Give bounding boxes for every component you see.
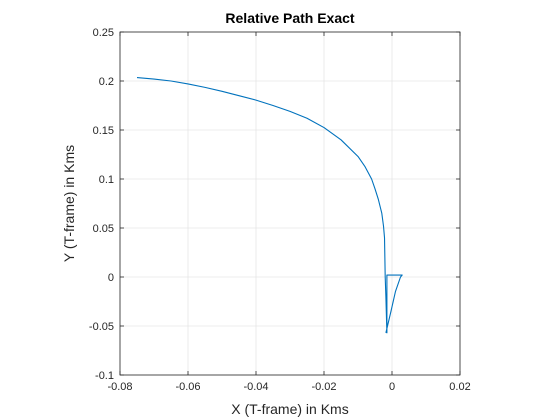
x-axis-title: X (T-frame) in Kms [231, 401, 348, 417]
y-tick-label: 0 [108, 272, 114, 284]
x-tick-label: -0.08 [107, 381, 132, 393]
chart-title: Relative Path Exact [225, 10, 355, 26]
y-tick-label: 0.25 [93, 27, 114, 39]
y-tick-label: -0.1 [95, 370, 114, 382]
y-tick-label: 0.15 [93, 125, 114, 137]
x-tick-label: 0.02 [449, 381, 470, 393]
x-tick-label: 0 [389, 381, 395, 393]
y-tick-label: 0.1 [99, 174, 114, 186]
y-tick-label: -0.05 [89, 321, 114, 333]
x-tick-labels: -0.08 -0.06 -0.04 -0.02 0 0.02 [107, 381, 470, 393]
y-tick-label: 0.05 [93, 223, 114, 235]
x-tick-label: -0.04 [243, 381, 268, 393]
x-tick-label: -0.02 [311, 381, 336, 393]
y-tick-labels: -0.1 -0.05 0 0.05 0.1 0.15 0.2 0.25 [89, 27, 114, 382]
ticks [119, 31, 461, 376]
y-tick-label: 0.2 [99, 76, 114, 88]
x-tick-label: -0.06 [175, 381, 200, 393]
y-axis-title: Y (T-frame) in Kms [61, 145, 77, 262]
series-line [136, 77, 403, 334]
plot-area [119, 31, 461, 376]
